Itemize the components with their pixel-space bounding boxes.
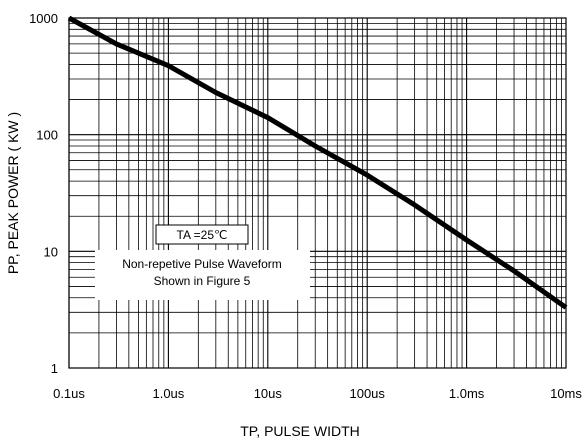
plot-frame — [68, 17, 567, 369]
y-tick-label: 10 — [44, 244, 58, 259]
x-tick-label: 1.0us — [152, 386, 184, 401]
x-tick-label: 1.0ms — [449, 386, 485, 401]
grid — [68, 18, 566, 369]
x-axis-title: TP, PULSE WIDTH — [240, 423, 360, 439]
y-tick-label: 1000 — [29, 11, 58, 26]
annotation-box — [95, 250, 310, 300]
y-axis-title: PP, PEAK POWER ( KW ) — [5, 112, 21, 274]
tick-labels: 0.1us 1.0us 10us 100us 1.0ms 10ms 1 10 100 1000 — [29, 11, 582, 401]
annotation: TA =25℃ Non-repetive Pulse Waveform Show… — [95, 224, 310, 300]
condition-label: TA =25℃ — [177, 228, 228, 242]
condition-box — [155, 224, 249, 245]
series-layer — [67, 15, 568, 310]
x-tick-label: 10ms — [550, 386, 582, 401]
y-tick-label: 100 — [36, 128, 58, 143]
x-tick-label: 10us — [254, 386, 283, 401]
y-tick-label: 1 — [51, 361, 58, 376]
annotation-line-1: Non-repetive Pulse Waveform — [122, 257, 282, 271]
series-line — [67, 15, 568, 310]
x-tick-label: 0.1us — [53, 386, 85, 401]
annotation-line-2: Shown in Figure 5 — [154, 274, 251, 288]
x-tick-label: 100us — [349, 386, 385, 401]
